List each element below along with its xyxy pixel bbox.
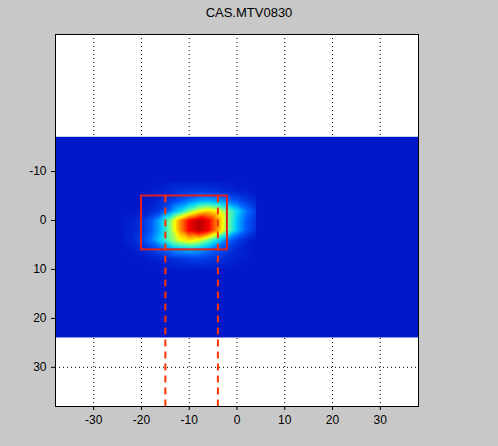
html-text:CAS.MTV0830: CAS.MTV0830	[205, 5, 293, 20]
svg-text:30: 30	[374, 413, 388, 427]
svg-text:20: 20	[33, 311, 47, 325]
svg-text:0: 0	[40, 213, 47, 227]
svg-text:-20: -20	[133, 413, 151, 427]
svg-text:30: 30	[33, 360, 47, 374]
svg-text:10: 10	[33, 262, 47, 276]
svg-text:0: 0	[234, 413, 241, 427]
svg-text:-10: -10	[29, 164, 47, 178]
svg-text:-30: -30	[85, 413, 103, 427]
svg-text:20: 20	[326, 413, 340, 427]
svg-text:10: 10	[278, 413, 292, 427]
svg-text:-10: -10	[181, 413, 199, 427]
